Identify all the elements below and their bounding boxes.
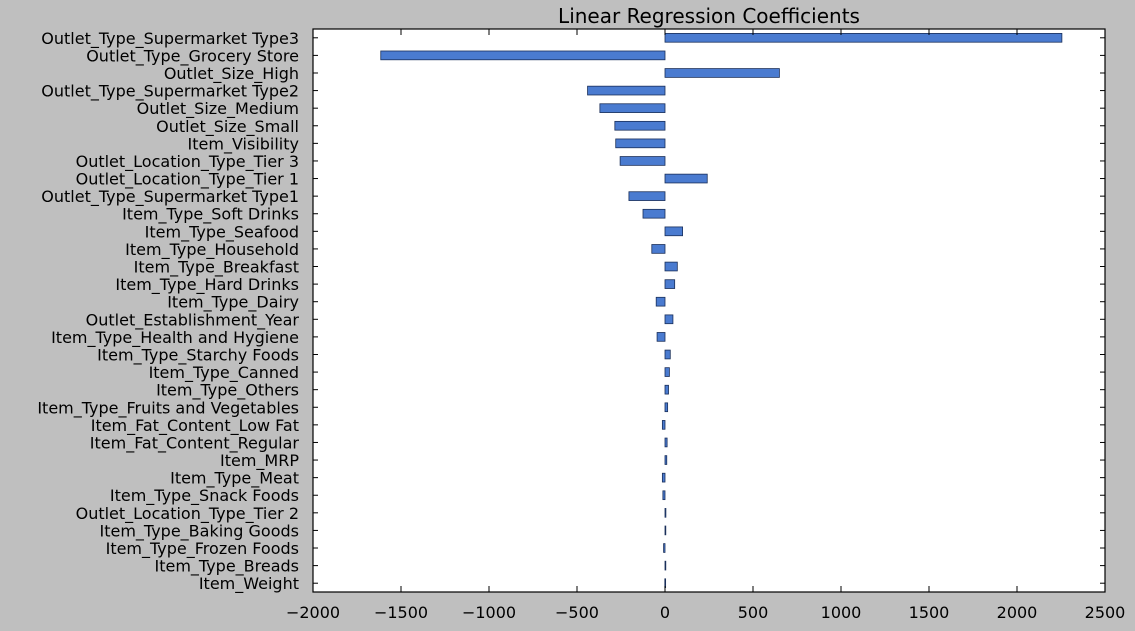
category-label: Outlet_Location_Type_Tier 3	[76, 152, 299, 172]
x-tick-label: 1000	[821, 603, 862, 622]
bar	[628, 191, 666, 201]
category-label: Outlet_Type_Supermarket Type1	[41, 187, 299, 207]
x-tick-label: −1500	[374, 603, 428, 622]
category-label: Item_Type_Hard Drinks	[115, 275, 299, 295]
category-label: Item_Type_Breads	[154, 557, 299, 577]
plot-area	[313, 29, 1105, 592]
plot-frame	[312, 28, 1106, 593]
category-label: Item_Fat_Content_Low Fat	[91, 416, 299, 436]
bar	[663, 543, 666, 553]
bar	[619, 156, 666, 166]
bar	[614, 120, 666, 131]
category-label: Item_Type_Meat	[170, 469, 299, 489]
category-label: Outlet_Size_High	[164, 64, 299, 84]
category-label: Item_Type_Frozen Foods	[106, 539, 299, 559]
category-label: Item_Type_Baking Goods	[99, 521, 299, 541]
x-tick-label: −2000	[286, 603, 340, 622]
category-label: Outlet_Size_Small	[156, 117, 299, 137]
bar	[662, 490, 666, 501]
bar	[664, 508, 667, 518]
x-tick-label: −500	[555, 603, 599, 622]
category-label: Item_Type_Dairy	[167, 293, 299, 313]
bar	[661, 420, 666, 430]
bar	[664, 173, 708, 184]
category-label: Item_Type_Soft Drinks	[122, 205, 299, 225]
bar	[664, 261, 678, 272]
bar	[380, 50, 666, 61]
bar	[664, 402, 669, 413]
y-axis-ticks	[313, 37, 1105, 584]
x-tick-label: 1500	[909, 603, 950, 622]
bar	[599, 103, 666, 113]
bar	[664, 226, 684, 237]
category-labels: Outlet_Type_Supermarket Type3Outlet_Type…	[37, 29, 299, 594]
category-label: Outlet_Establishment_Year	[86, 310, 300, 330]
category-label: Item_Fat_Content_Regular	[90, 433, 300, 453]
bar	[664, 279, 676, 289]
category-label: Item_MRP	[220, 451, 299, 471]
bar	[664, 314, 674, 325]
bar	[661, 472, 666, 483]
x-tick-label: −1000	[462, 603, 516, 622]
bar	[664, 525, 667, 536]
bar	[655, 296, 666, 307]
bar	[664, 367, 670, 377]
category-label: Item_Type_Seafood	[145, 222, 299, 242]
category-label: Outlet_Location_Type_Tier 1	[76, 170, 299, 190]
bar	[656, 332, 666, 342]
bar	[664, 560, 667, 571]
bar	[664, 32, 1063, 43]
chart-title: Linear Regression Coefficients	[558, 4, 860, 28]
category-label: Outlet_Size_Medium	[137, 99, 299, 119]
category-label: Outlet_Type_Grocery Store	[86, 46, 299, 66]
bars-group	[380, 32, 1063, 589]
category-label: Item_Visibility	[188, 134, 299, 154]
category-label: Item_Type_Canned	[149, 363, 299, 383]
category-label: Item_Weight	[199, 574, 299, 594]
category-label: Item_Type_Breakfast	[134, 258, 299, 278]
category-label: Item_Type_Household	[125, 240, 299, 260]
x-tick-label: 500	[738, 603, 769, 622]
category-label: Item_Type_Health and Hygiene	[51, 328, 299, 348]
bar	[664, 437, 668, 448]
bar	[651, 244, 666, 254]
bar	[615, 138, 666, 149]
category-label: Item_Type_Starchy Foods	[97, 345, 299, 365]
x-tick-label: 0	[660, 603, 670, 622]
x-tick-label: 2500	[1085, 603, 1126, 622]
category-label: Outlet_Type_Supermarket Type3	[41, 29, 299, 49]
bar	[664, 455, 668, 465]
category-label: Item_Type_Others	[156, 381, 299, 401]
x-tick-label: 2000	[997, 603, 1038, 622]
category-label: Item_Type_Fruits and Vegetables	[37, 398, 299, 418]
category-label: Outlet_Type_Supermarket Type2	[41, 82, 299, 102]
bar	[664, 384, 669, 395]
bar	[664, 349, 671, 360]
bar	[642, 208, 666, 219]
category-label: Outlet_Location_Type_Tier 2	[76, 504, 299, 524]
category-label: Item_Type_Snack Foods	[110, 486, 299, 506]
bar	[587, 85, 666, 96]
bar	[664, 68, 780, 78]
